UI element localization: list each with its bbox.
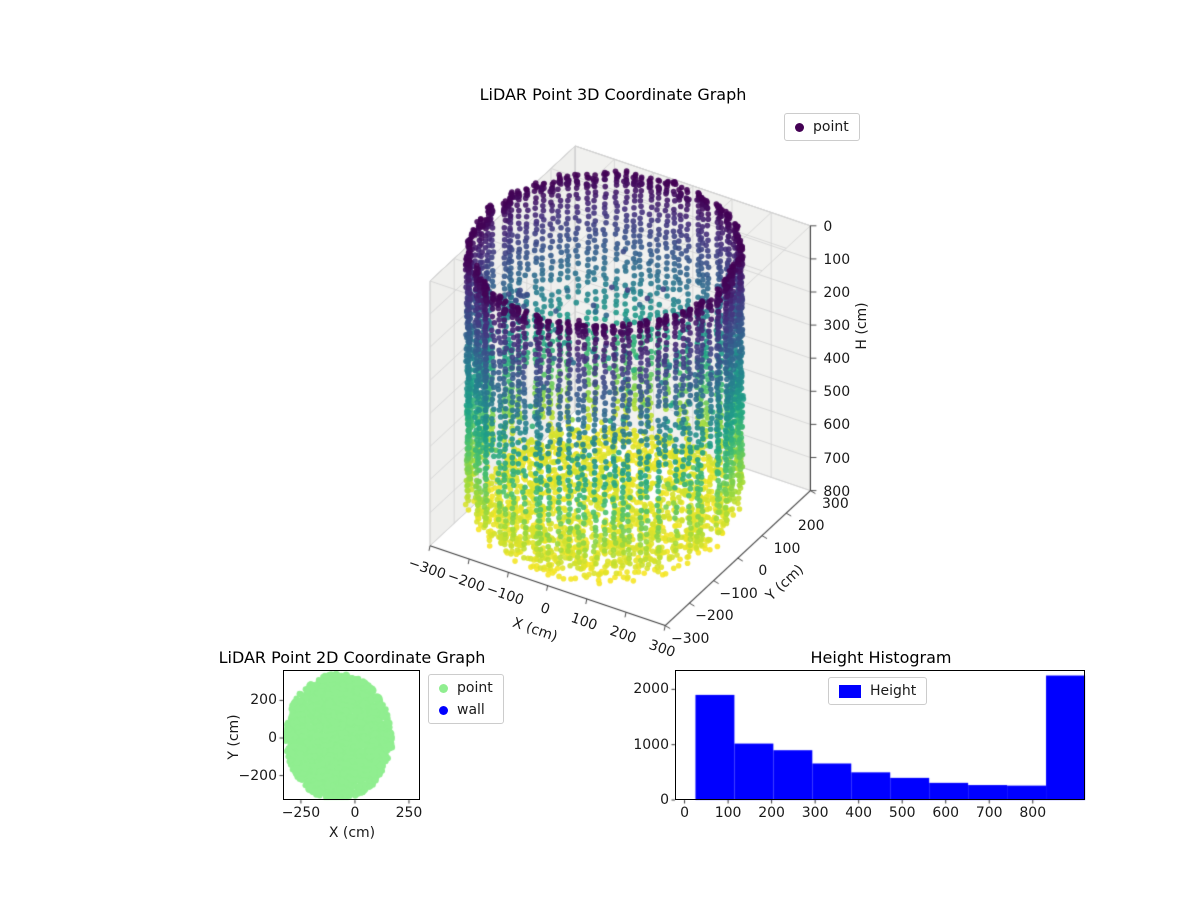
x-tick-label: 500: [888, 805, 916, 821]
histogram-axes: [675, 670, 1085, 800]
histogram-title: Height Histogram: [810, 648, 952, 667]
y-tick-label: −200: [695, 608, 734, 625]
chart2d-ylabel: Y (cm): [226, 714, 242, 760]
legend-label-height: Height: [870, 683, 917, 699]
y-tick-label: 2000: [633, 681, 669, 698]
x-tick-label: 600: [932, 805, 960, 821]
z-tick-label: 300: [823, 318, 851, 335]
y-tick-label: −300: [670, 630, 710, 647]
legend-entry-point: point: [795, 119, 849, 135]
y-tick-label: −200: [238, 767, 277, 784]
z-tick-label: 0: [823, 218, 833, 235]
histogram-legend: Height: [828, 677, 928, 705]
x-tick-label: 300: [801, 805, 829, 821]
chart2d-axes: [283, 670, 420, 800]
chart3d-legend: point: [784, 113, 860, 141]
y-tick-label: 300: [822, 495, 849, 512]
height-bar-swatch-icon: [839, 684, 861, 698]
chart3d-title: LiDAR Point 3D Coordinate Graph: [479, 85, 747, 104]
z-tick-label: 500: [823, 384, 851, 401]
chart3d-zlabel: H (cm): [854, 302, 870, 350]
x-tick-label: 100: [714, 805, 742, 821]
y-tick-label: 200: [250, 692, 277, 709]
legend-entry-wall: wall: [439, 702, 493, 718]
point-marker-icon: [439, 683, 448, 693]
chart2d-title: LiDAR Point 2D Coordinate Graph: [218, 648, 486, 667]
z-tick-label: 700: [823, 450, 851, 467]
legend-entry-point: point: [439, 680, 493, 696]
x-tick-label: 0: [680, 805, 690, 821]
chart2d-legend: point wall: [428, 674, 504, 724]
legend-entry-height: Height: [839, 683, 916, 699]
y-tick-label: 0: [660, 792, 669, 808]
x-tick-label: 200: [758, 805, 785, 821]
z-tick-label: 800: [823, 483, 851, 500]
z-tick-label: 100: [823, 251, 851, 268]
legend-label-wall: wall: [457, 702, 485, 718]
y-tick-label: −100: [719, 585, 758, 602]
x-tick-label: 250: [395, 805, 423, 821]
x-tick-label: 800: [1019, 805, 1047, 821]
x-tick-label: 400: [845, 805, 873, 821]
point-marker-icon: [795, 122, 804, 132]
x-tick-label: 0: [350, 805, 360, 821]
z-tick-label: 200: [823, 285, 851, 301]
z-tick-label: 600: [823, 417, 851, 434]
y-tick-label: 100: [773, 540, 801, 557]
y-tick-label: 0: [268, 730, 277, 746]
legend-label-point: point: [813, 119, 849, 135]
chart2d-xlabel: X (cm): [328, 825, 376, 841]
wall-marker-icon: [439, 705, 448, 715]
y-tick-label: 200: [797, 518, 825, 535]
y-tick-label: 1000: [633, 736, 669, 753]
legend-label-point: point: [457, 680, 493, 696]
x-tick-label: −250: [281, 805, 321, 821]
x-tick-label: 700: [975, 805, 1003, 821]
y-tick-label: 0: [758, 563, 768, 580]
z-tick-label: 400: [823, 351, 851, 368]
